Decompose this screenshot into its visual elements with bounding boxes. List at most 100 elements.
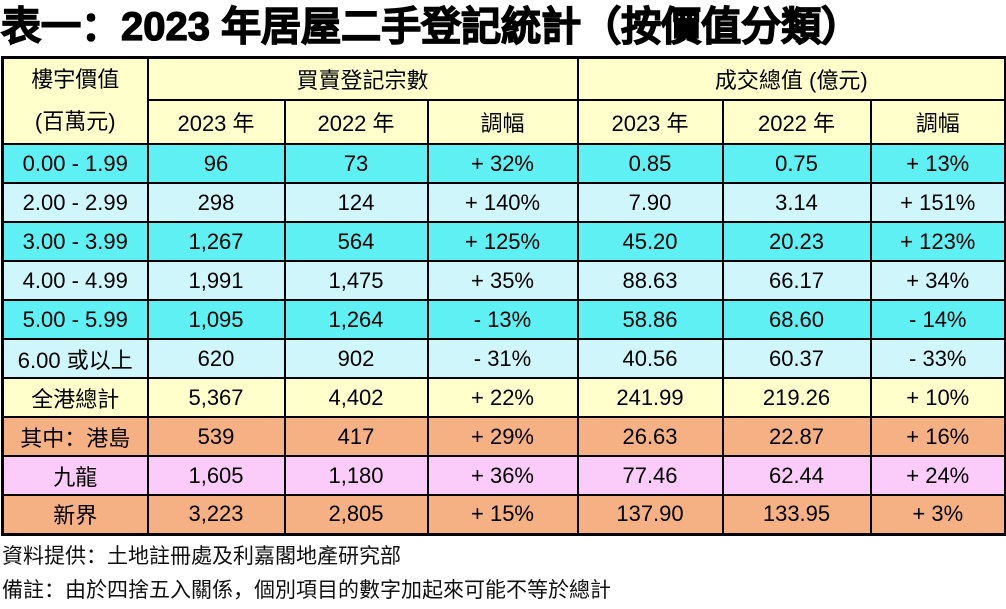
row-label: 全港總計 — [1, 377, 149, 418]
row-cell: 68.60 — [721, 299, 872, 340]
row-label: 5.00 - 5.99 — [1, 299, 149, 340]
row-cell: 1,264 — [283, 299, 429, 340]
table-row: 新界 3,223 2,805 + 15% 137.90 133.95 + 3% — [1, 494, 1006, 535]
row-cell: + 123% — [869, 221, 1006, 262]
row-cell: 219.26 — [721, 377, 872, 418]
table-row: 九龍 1,605 1,180 + 36% 77.46 62.44 + 24% — [1, 455, 1006, 496]
row-cell: 1,475 — [283, 260, 429, 301]
row-cell: 902 — [283, 338, 429, 379]
row-cell: + 29% — [426, 416, 579, 457]
row-cell: 22.87 — [721, 416, 872, 457]
row-cell: + 3% — [869, 494, 1006, 535]
row-cell: 0.85 — [576, 143, 724, 184]
row-cell: 1,267 — [146, 221, 286, 262]
row-cell: 20.23 — [721, 221, 872, 262]
page-title: 表一：2023 年居屋二手登記統計（按價值分類） — [0, 4, 862, 49]
column-group-registrations: 買賣登記宗數 — [146, 56, 579, 102]
row-cell: 417 — [283, 416, 429, 457]
row-cell: 77.46 — [576, 455, 724, 496]
row-cell: 564 — [283, 221, 429, 262]
row-cell: 298 — [146, 182, 286, 223]
row-cell: + 35% — [426, 260, 579, 301]
footnotes: 資料提供：土地註冊處及利嘉閣地產研究部 備註：由於四捨五入關係，個別項目的數字加… — [2, 536, 1006, 604]
rounding-note: 備註：由於四捨五入關係，個別項目的數字加起來可能不等於總計 — [2, 578, 611, 602]
row-cell: 1,180 — [283, 455, 429, 496]
row-cell: + 15% — [426, 494, 579, 535]
table-row: 5.00 - 5.99 1,095 1,264- 13% 58.86 68.60- 14… — [1, 299, 1006, 340]
row-cell: 88.63 — [576, 260, 724, 301]
row-cell: 73 — [283, 143, 429, 184]
row-cell: + 36% — [426, 455, 579, 496]
row-cell: 1,605 — [146, 455, 286, 496]
row-cell: 3,223 — [146, 494, 286, 535]
table-row: 全港總計 5,367 4,402 + 22% 241.99 219.26 + 10% — [1, 377, 1006, 418]
table-row: 3.00 - 3.99 1,267 564 + 125% 45.20 20.23 + 123… — [1, 221, 1006, 262]
row-cell: 3.14 — [721, 182, 872, 223]
row-cell: 1,095 — [146, 299, 286, 340]
row-cell: 133.95 — [721, 494, 872, 535]
column-header-value-2023: 2023 年 — [576, 99, 724, 145]
row-label: 0.00 - 1.99 — [1, 143, 149, 184]
row-cell: 96 — [146, 143, 286, 184]
row-cell: + 151% — [869, 182, 1006, 223]
column-header-value-2022: 2022 年 — [721, 99, 872, 145]
row-label: 九龍 — [1, 455, 149, 496]
row-cell: 45.20 — [576, 221, 724, 262]
row-cell: 62.44 — [721, 455, 872, 496]
row-cell: - 13% — [426, 299, 579, 340]
table-row: 4.00 - 4.99 1,991 1,475 + 35% 88.63 66.17 + 34… — [1, 260, 1006, 301]
row-cell: + 16% — [869, 416, 1006, 457]
table-row: 其中：港島 539 417 + 29% 26.63 22.87 + 16% — [1, 416, 1006, 457]
column-header-value-change: 調幅 — [869, 99, 1006, 145]
column-group-total-value: 成交總值 (億元) — [576, 56, 1006, 102]
row-cell: 0.75 — [721, 143, 872, 184]
row-cell: 241.99 — [576, 377, 724, 418]
row-label: 4.00 - 4.99 — [1, 260, 149, 301]
row-cell: 620 — [146, 338, 286, 379]
row-label: 3.00 - 3.99 — [1, 221, 149, 262]
row-cell: 58.86 — [576, 299, 724, 340]
header-sub-row: 2023 年 2022 年 調幅 2023 年 2022 年 調幅 — [3, 99, 1006, 145]
row-cell: + 34% — [869, 260, 1006, 301]
stats-table: 樓宇價值 (百萬元) 買賣登記宗數 成交總值 (億元) 2023 年 2022 … — [1, 56, 1006, 536]
row-cell: + 140% — [426, 182, 579, 223]
row-cell: + 32% — [426, 143, 579, 184]
property-value-line1: 樓宇價值 — [31, 67, 120, 92]
row-cell: + 125% — [426, 221, 579, 262]
row-cell: 5,367 — [146, 377, 286, 418]
row-cell: - 14% — [869, 299, 1006, 340]
row-cell: 124 — [283, 182, 429, 223]
row-cell: + 24% — [869, 455, 1006, 496]
row-label: 6.00 或以上 — [1, 338, 149, 379]
row-cell: 60.37 — [721, 338, 872, 379]
row-cell: - 31% — [426, 338, 579, 379]
source-note: 資料提供：土地註冊處及利嘉閣地產研究部 — [2, 544, 401, 568]
table-body: 0.00 - 1.99 96 73 + 32% 0.85 0.75 + 13% 2.00 - … — [1, 143, 1006, 535]
row-cell: - 33% — [869, 338, 1006, 379]
property-value-line2: (百萬元) — [34, 109, 116, 134]
row-cell: 539 — [146, 416, 286, 457]
row-cell: 4,402 — [283, 377, 429, 418]
row-cell: + 10% — [869, 377, 1006, 418]
row-cell: 26.63 — [576, 416, 724, 457]
row-label: 新界 — [1, 494, 149, 535]
row-cell: 137.90 — [576, 494, 724, 535]
column-header-reg-2022: 2022 年 — [283, 99, 429, 145]
row-cell: 7.90 — [576, 182, 724, 223]
row-cell: 1,991 — [146, 260, 286, 301]
table-row: 6.00 或以上 620 902- 31% 40.56 60.37- 33% — [1, 338, 1006, 379]
row-label: 其中：港島 — [1, 416, 149, 457]
row-cell: + 22% — [426, 377, 579, 418]
column-header-property-value: 樓宇價值 (百萬元) — [1, 56, 149, 145]
table-row: 2.00 - 2.99 298 124 + 140% 7.90 3.14 + 151% — [1, 182, 1006, 223]
column-header-reg-change: 調幅 — [426, 99, 579, 145]
row-label: 2.00 - 2.99 — [1, 182, 149, 223]
row-cell: 66.17 — [721, 260, 872, 301]
row-cell: + 13% — [869, 143, 1006, 184]
header-group-row: 樓宇價值 (百萬元) 買賣登記宗數 成交總值 (億元) — [1, 56, 1006, 145]
row-cell: 40.56 — [576, 338, 724, 379]
column-header-reg-2023: 2023 年 — [146, 99, 286, 145]
table-header: 樓宇價值 (百萬元) 買賣登記宗數 成交總值 (億元) 2023 年 2022 … — [1, 56, 1006, 145]
row-cell: 2,805 — [283, 494, 429, 535]
